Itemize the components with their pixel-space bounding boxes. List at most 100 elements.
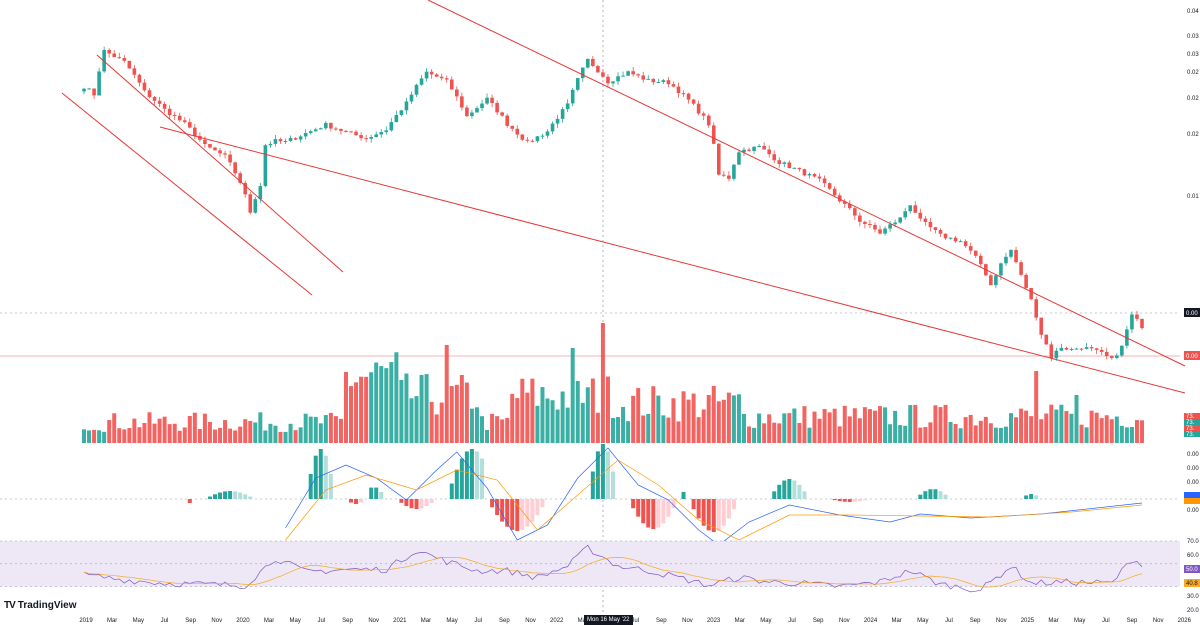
volume-bar	[1064, 411, 1069, 443]
candle-body	[359, 135, 363, 139]
volume-bar	[923, 427, 928, 443]
price-tick-label: 0.02	[1187, 96, 1199, 102]
candle-body	[142, 82, 147, 91]
macd-histogram-bar	[525, 499, 530, 527]
x-tick-label: 2023	[707, 618, 721, 624]
macd-histogram-bar	[313, 455, 318, 499]
price-tick-label: 0.01	[1187, 194, 1199, 200]
macd-histogram-bar	[228, 491, 233, 499]
volume-bar	[480, 416, 485, 443]
volume-bar	[903, 425, 908, 443]
volume-bar	[872, 410, 877, 443]
x-tick-label: 2020	[236, 618, 250, 624]
candle-body	[449, 79, 454, 90]
volume-bar	[1049, 404, 1054, 443]
price-tick-label: 0.03	[1187, 52, 1199, 58]
volume-bar	[273, 425, 278, 443]
x-tick-label: 2022	[550, 618, 564, 624]
macd-histogram-bar	[701, 499, 706, 526]
x-tick-label: Sep	[499, 618, 510, 624]
volume-tag	[1184, 425, 1200, 431]
macd-tick-label: 0.00	[1187, 480, 1199, 486]
candle-body	[465, 107, 469, 117]
candle-body	[399, 110, 404, 115]
candle-body	[344, 130, 348, 132]
candle-body	[994, 275, 998, 286]
candle-body	[1024, 274, 1028, 288]
candle-body	[253, 199, 258, 213]
volume-bar	[218, 427, 223, 443]
volume-bar	[898, 425, 903, 443]
macd-histogram-bar	[243, 494, 248, 499]
volume-bar	[711, 385, 716, 443]
volume-bar	[1014, 417, 1019, 443]
volume-bar	[288, 423, 293, 443]
candle-body	[455, 89, 459, 97]
macd-histogram-bar	[646, 499, 651, 528]
macd-tick-label: 0.00	[1187, 466, 1199, 472]
volume-bar	[268, 423, 273, 443]
macd-histogram-bar	[540, 499, 545, 508]
candle-body	[409, 94, 414, 102]
volume-bar	[228, 428, 233, 443]
volume-bar	[142, 422, 147, 443]
candle-body	[973, 250, 978, 256]
candle-body	[127, 60, 132, 69]
volume-bar	[701, 409, 706, 443]
volume-bar	[107, 420, 112, 443]
volume-bar	[1124, 427, 1129, 443]
macd-histogram-bar	[454, 469, 459, 499]
candle-body	[1120, 345, 1124, 356]
candle-body	[82, 88, 86, 92]
candle-body	[948, 237, 953, 239]
macd-histogram-bar	[359, 499, 364, 503]
crosshair-date-label: Mon 16 May '22	[584, 615, 633, 625]
volume-bar	[278, 431, 283, 443]
candle-body	[560, 109, 565, 119]
macd-histogram-bar	[349, 499, 354, 503]
candle-body	[414, 84, 419, 95]
candle-body	[500, 112, 504, 116]
volume-bar	[1109, 419, 1114, 443]
candle-body	[1074, 348, 1079, 350]
volume-bar	[535, 405, 540, 443]
macd-histogram-bar	[918, 494, 923, 499]
macd-histogram-bar	[354, 499, 359, 504]
price-tick-label: 0.03	[1187, 34, 1199, 40]
volume-bar	[616, 417, 621, 443]
volume-bar	[1104, 415, 1109, 443]
volume-bar	[862, 407, 867, 443]
x-tick-label: Nov	[368, 618, 379, 624]
volume-bar	[681, 391, 686, 443]
candle-body	[868, 223, 872, 225]
volume-bar	[298, 427, 303, 443]
volume-bar	[721, 399, 726, 443]
candle-body	[510, 125, 515, 129]
candle-body	[742, 149, 746, 153]
candle-body	[767, 149, 771, 155]
macd-histogram-bar	[706, 499, 711, 531]
candle-body	[732, 164, 736, 179]
candle-body	[193, 127, 197, 136]
candle-body	[575, 78, 580, 90]
volume-bar	[1134, 420, 1139, 443]
macd-histogram-bar	[772, 491, 777, 499]
volume-bar	[1129, 427, 1134, 443]
x-tick-label: Nov	[682, 618, 693, 624]
candle-body	[283, 140, 288, 142]
volume-bar	[132, 418, 137, 443]
volume-bar	[545, 398, 550, 443]
candle-body	[873, 224, 877, 230]
trendline	[427, 0, 1186, 367]
volume-bar	[983, 416, 988, 443]
macd-histogram-bar	[419, 499, 424, 509]
candle-body	[832, 188, 837, 196]
volume-bar	[359, 376, 364, 443]
volume-bar	[1089, 410, 1094, 443]
candle-body	[661, 80, 666, 83]
candle-body	[1099, 349, 1104, 352]
macd-histogram-bar	[857, 499, 862, 502]
macd-histogram-bar	[424, 499, 429, 507]
volume-bar	[444, 345, 449, 443]
